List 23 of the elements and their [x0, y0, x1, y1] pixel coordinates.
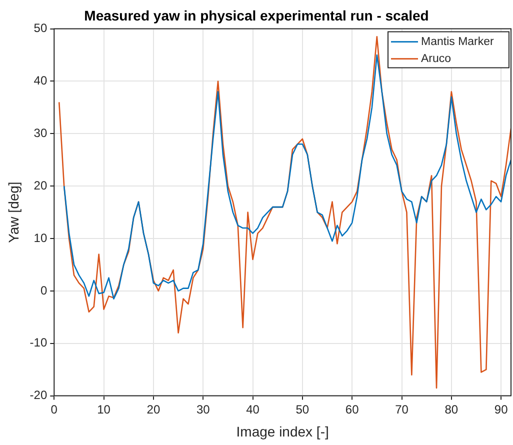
y-tick-label: -10: [30, 336, 48, 350]
legend-label: Aruco: [421, 52, 452, 65]
y-tick-label: -20: [30, 388, 48, 402]
x-tick-label: 40: [246, 402, 260, 416]
y-tick-label: 20: [34, 178, 48, 192]
y-tick-label: 50: [34, 21, 48, 36]
x-tick-label: 20: [146, 402, 160, 416]
x-tick-label: 10: [97, 402, 111, 416]
x-tick-label: 60: [345, 402, 360, 416]
legend-label: Mantis Marker: [421, 36, 494, 48]
y-tick-label: 40: [34, 74, 48, 88]
x-tick-label: 50: [296, 402, 310, 416]
y-axis-title: Yaw [deg]: [5, 182, 22, 243]
y-tick-label: 0: [40, 283, 48, 298]
x-tick-label: 90: [494, 402, 508, 416]
y-tick-label: 30: [34, 126, 48, 140]
y-tick-label: 10: [34, 230, 48, 245]
x-tick-label: 80: [444, 402, 458, 416]
x-tick-label: 70: [395, 402, 409, 416]
x-tick-label: 0: [50, 402, 58, 416]
chart-title: Measured yaw in physical experimental run - scaled: [84, 7, 429, 24]
x-tick-label: 30: [196, 402, 210, 416]
x-axis-title: Image index [-]: [236, 423, 329, 440]
